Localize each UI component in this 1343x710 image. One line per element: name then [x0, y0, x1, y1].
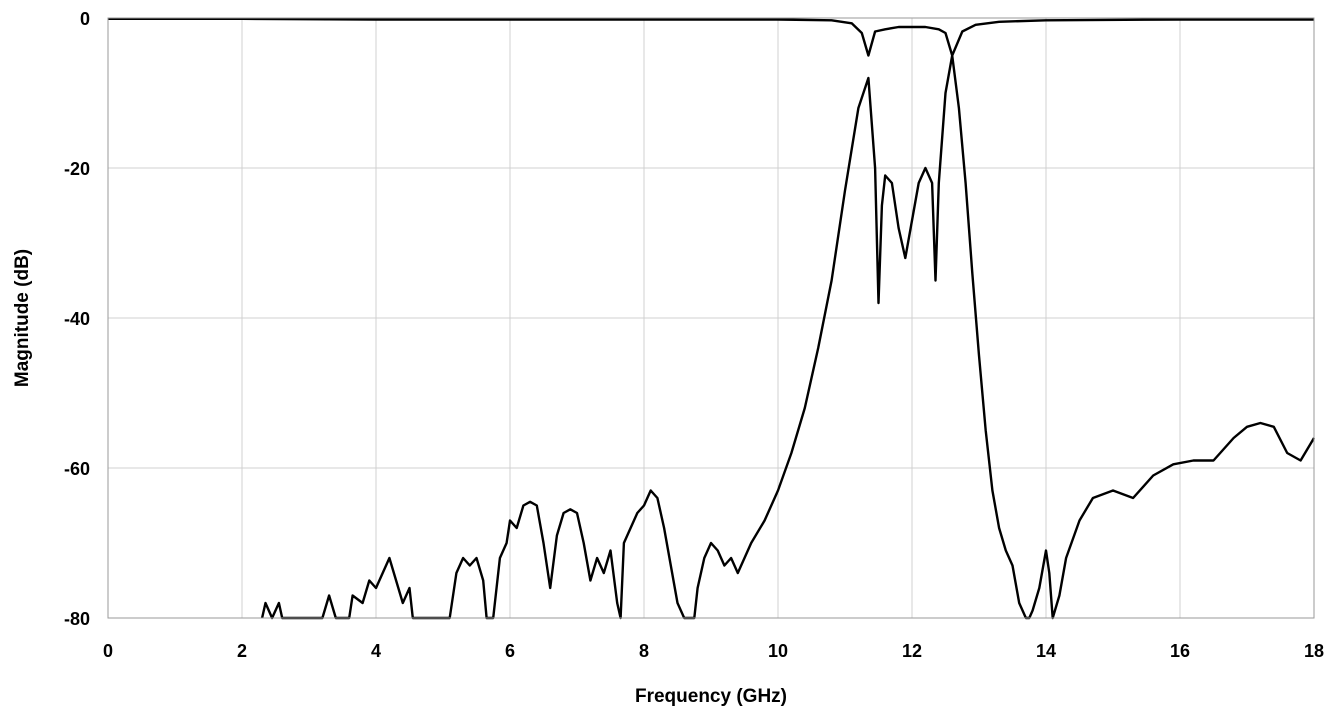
x-tick-label: 12: [902, 641, 922, 661]
x-tick-label: 16: [1170, 641, 1190, 661]
x-tick-label: 10: [768, 641, 788, 661]
tick-labels: 0 2 4 6 8 10 12 14 16 18 0 -20 -40 -60 -80: [64, 9, 1324, 661]
y-tick-label: -60: [64, 459, 90, 479]
series-line-1: [108, 17, 1314, 57]
x-tick-label: 2: [237, 641, 247, 661]
x-axis-label: Frequency (GHz): [635, 686, 787, 707]
y-tick-label: -40: [64, 309, 90, 329]
y-axis-label: Magnitude (dB): [12, 249, 33, 387]
y-tick-label: 0: [80, 9, 90, 29]
x-tick-label: 4: [371, 641, 381, 661]
plot-frame: [107, 17, 1315, 619]
x-tick-label: 0: [103, 641, 113, 661]
series-line-2: [260, 54, 1316, 620]
y-tick-label: -80: [64, 609, 90, 629]
x-tick-label: 18: [1304, 641, 1324, 661]
x-tick-label: 6: [505, 641, 515, 661]
x-tick-label: 8: [639, 641, 649, 661]
y-tick-label: -20: [64, 159, 90, 179]
series-lines: [108, 17, 1316, 620]
x-tick-label: 14: [1036, 641, 1056, 661]
